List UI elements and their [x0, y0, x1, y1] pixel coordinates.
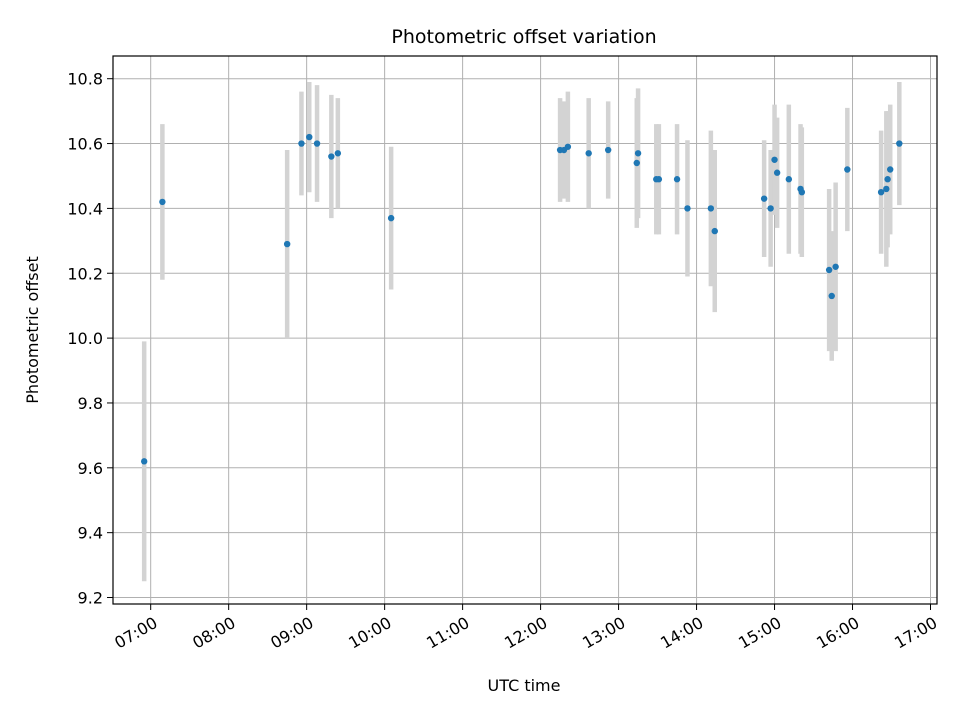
data-point: [655, 176, 663, 183]
data-point: [328, 153, 335, 160]
data-points: [140, 133, 903, 465]
data-point: [334, 150, 342, 157]
x-tick-label: 12:00: [501, 613, 550, 653]
data-point: [585, 150, 592, 157]
y-tick-label: 10.4: [67, 199, 103, 218]
data-point: [825, 266, 833, 274]
data-point: [832, 263, 839, 270]
data-point: [711, 227, 718, 235]
data-point: [883, 185, 890, 193]
x-tick-label: 07:00: [111, 613, 160, 653]
data-point: [283, 240, 291, 248]
error-bars: [141, 81, 902, 582]
x-tick-label: 08:00: [189, 613, 238, 653]
y-tick-label: 9.6: [78, 459, 103, 478]
y-axis-label: Photometric offset: [23, 256, 42, 404]
data-point: [773, 169, 781, 176]
y-axis-ticks: 9.2 9.4 9.6 9.8 10.0 10.2 10.4 10.6 10.8: [67, 70, 113, 608]
x-tick-label: 15:00: [735, 613, 784, 653]
data-point: [844, 166, 851, 173]
x-axis-ticks: 07:00 08:00 09:00 10:00 11:00 12:00 13:00 14:00…: [111, 604, 941, 653]
data-point: [387, 214, 395, 222]
data-point: [877, 188, 885, 196]
x-tick-label: 09:00: [267, 613, 316, 653]
data-point: [828, 292, 835, 300]
data-point: [798, 188, 806, 196]
y-tick-label: 10.0: [67, 329, 103, 348]
data-point: [633, 159, 640, 167]
data-point: [140, 458, 148, 465]
y-tick-label: 10.8: [67, 70, 103, 89]
y-tick-label: 9.8: [78, 394, 103, 413]
y-tick-label: 9.2: [78, 589, 103, 608]
data-point: [785, 176, 793, 183]
x-tick-label: 17:00: [891, 613, 940, 653]
data-point: [771, 156, 778, 163]
x-tick-label: 13:00: [579, 613, 628, 653]
data-point: [564, 143, 572, 150]
data-point: [673, 176, 681, 183]
data-point: [896, 140, 903, 147]
data-point: [767, 205, 774, 212]
data-point: [707, 205, 715, 212]
data-point: [684, 205, 691, 212]
x-tick-label: 14:00: [657, 613, 706, 653]
x-tick-label: 16:00: [813, 613, 862, 653]
data-point: [887, 166, 894, 173]
y-tick-label: 9.4: [78, 524, 103, 543]
data-point: [306, 133, 313, 141]
data-point: [604, 146, 612, 154]
chart-title: Photometric offset variation: [391, 26, 656, 48]
data-point: [760, 195, 768, 202]
y-tick-label: 10.6: [67, 135, 103, 154]
data-point: [634, 150, 642, 157]
data-point: [884, 176, 891, 183]
grid-lines: [113, 56, 937, 604]
x-axis-label: UTC time: [488, 676, 561, 695]
data-point: [159, 198, 166, 206]
x-tick-label: 11:00: [423, 613, 472, 653]
data-point: [313, 140, 321, 147]
data-point: [298, 140, 305, 147]
y-tick-label: 10.2: [67, 264, 103, 283]
x-tick-label: 10:00: [345, 613, 394, 653]
plot-frame: [112, 55, 938, 605]
